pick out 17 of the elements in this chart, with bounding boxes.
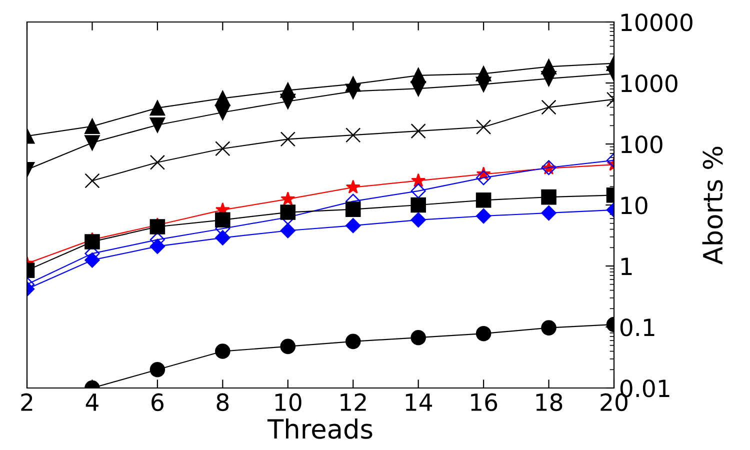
x-tick-label: 14 — [406, 394, 432, 411]
x-tick-label: 6 — [152, 393, 164, 412]
x-axis-title: Threads — [267, 418, 372, 439]
y-axis-title: Aborts % — [702, 146, 723, 264]
x-tick-label: 8 — [216, 393, 229, 412]
y-tick-label: 100 — [621, 135, 662, 154]
x-tick-label: 18 — [536, 393, 562, 412]
y-tick-label: 0.1 — [620, 318, 654, 336]
x-tick-label: 12 — [340, 393, 366, 411]
y-tick-label: 1000 — [621, 74, 678, 92]
x-tick-label: 16 — [471, 393, 498, 412]
y-tick-label: 1 — [621, 258, 632, 275]
y-tick-label: 10 — [621, 196, 648, 214]
x-tick-label: 4 — [86, 394, 98, 411]
x-tick-label: 2 — [21, 393, 32, 411]
x-tick-label: 10 — [275, 393, 302, 412]
y-tick-label: 10000 — [621, 13, 692, 32]
